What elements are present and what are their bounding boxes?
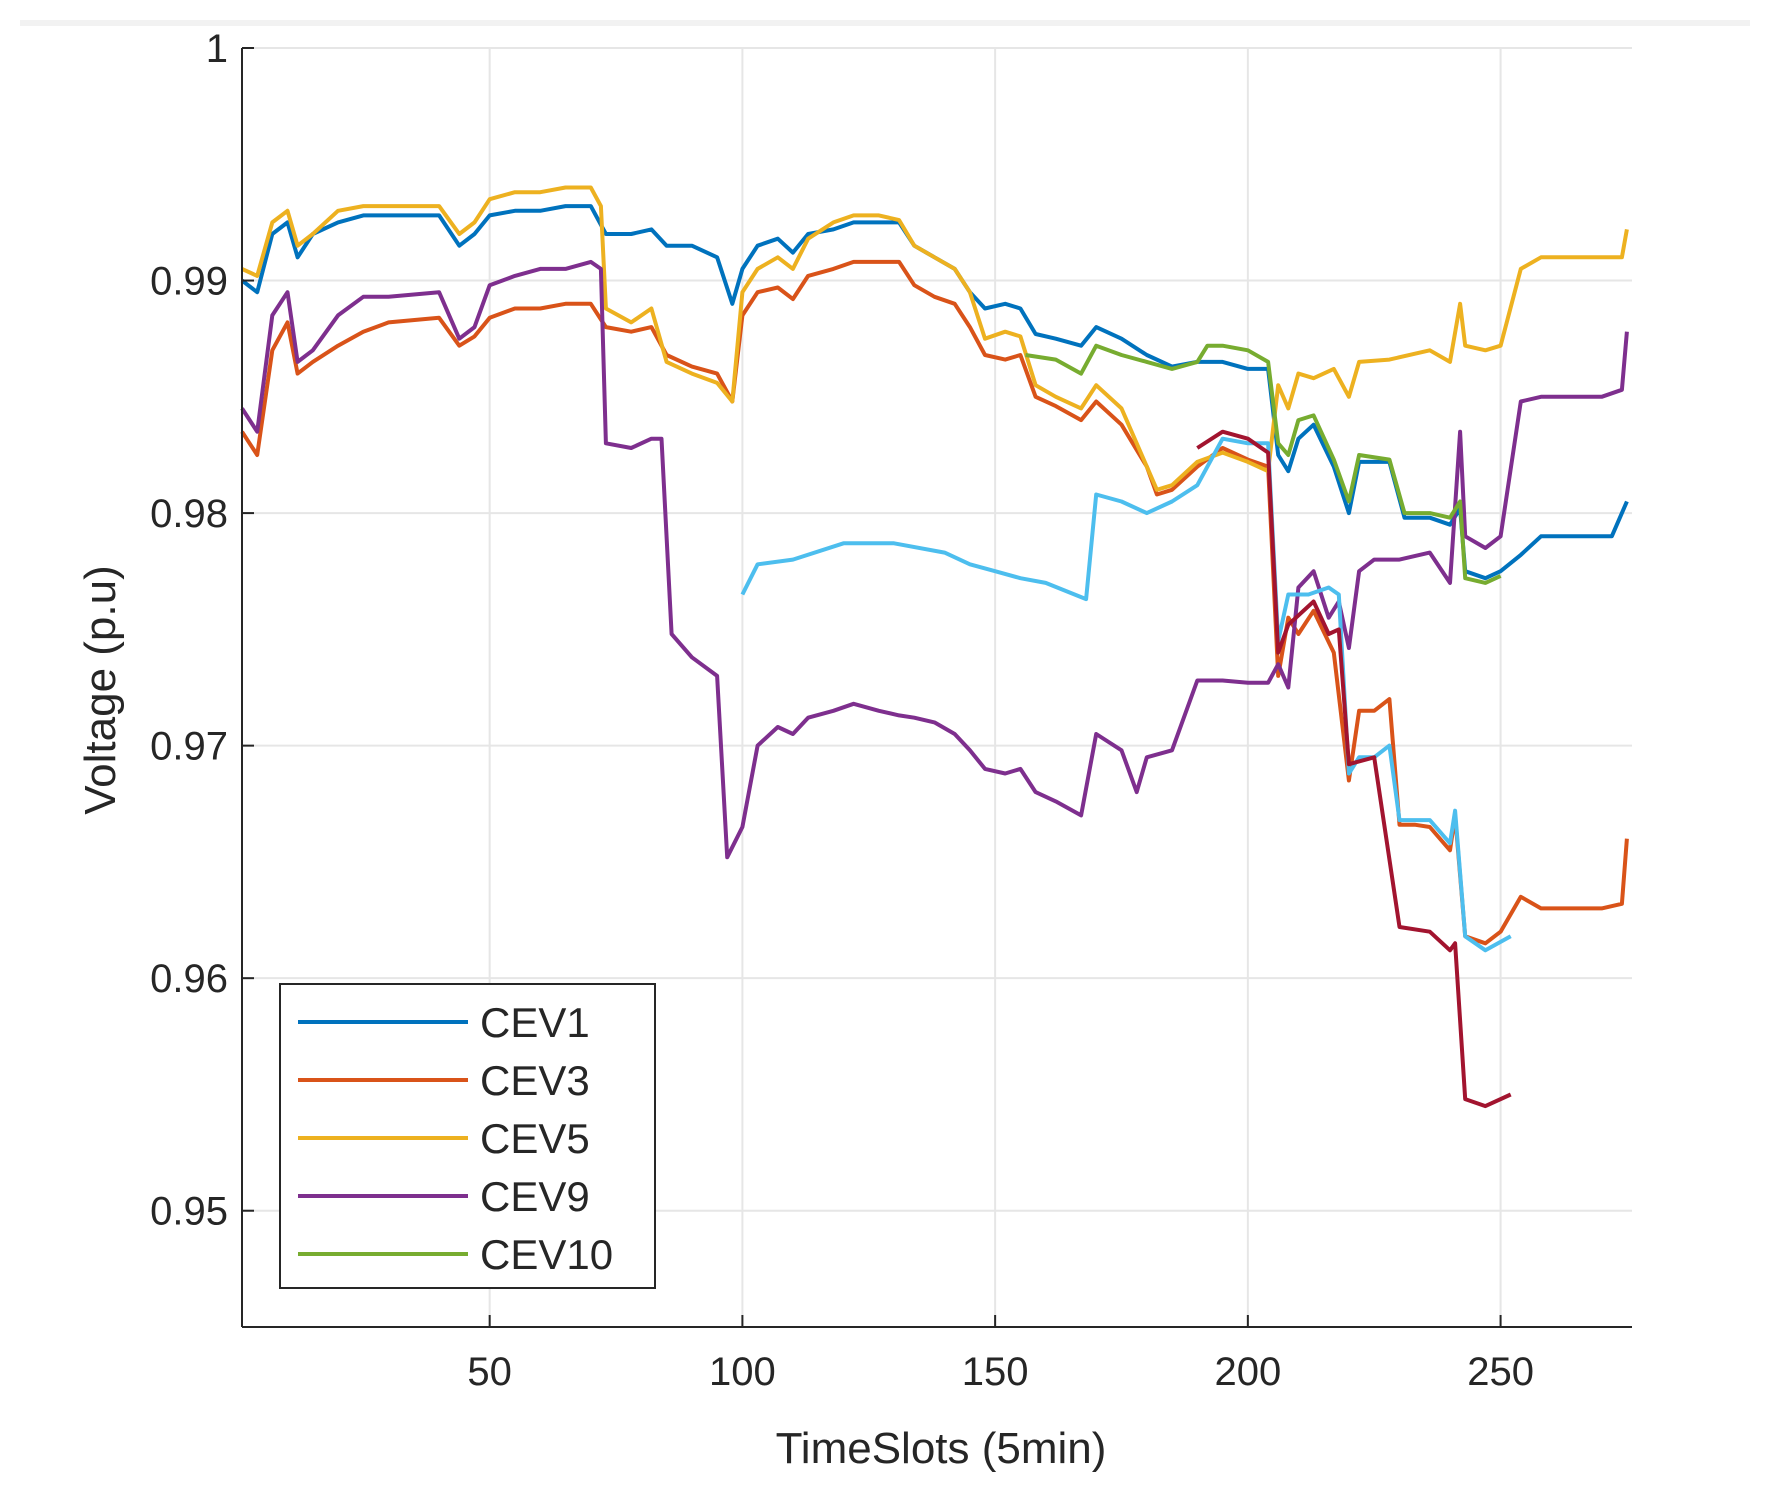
legend-label-cev3: CEV3 — [480, 1057, 590, 1104]
legend-label-cev10: CEV10 — [480, 1231, 613, 1278]
y-tick-label: 1 — [206, 27, 228, 71]
y-axis-label: Voltage (p.u) — [76, 565, 125, 815]
series-line-cev5 — [241, 185, 1629, 492]
y-tick-label: 0.95 — [150, 1190, 228, 1234]
x-tick-label: 50 — [467, 1350, 512, 1394]
series-lines — [240, 185, 1629, 1109]
legend: CEV1 CEV3 CEV5 CEV9 CEV10 — [279, 983, 656, 1289]
x-axis-label: TimeSlots (5min) — [776, 1424, 1107, 1473]
y-tick-label: 0.98 — [150, 492, 228, 536]
x-tick-label: 200 — [1214, 1350, 1281, 1394]
series-line-unlabeled — [1196, 429, 1512, 1109]
axes: 50 100 150 200 250 0.95 0.96 0.97 0.98 0.99 1 — [150, 27, 1632, 1394]
y-tick-label: 0.99 — [150, 260, 228, 304]
series-line-unlabeled — [740, 436, 1512, 953]
legend-label-cev1: CEV1 — [480, 999, 590, 1046]
y-tick-label: 0.97 — [150, 725, 228, 769]
x-tick-label: 250 — [1467, 1350, 1534, 1394]
x-tick-label: 150 — [962, 1350, 1029, 1394]
y-tick-label: 0.96 — [150, 957, 228, 1001]
legend-label-cev9: CEV9 — [480, 1173, 590, 1220]
legend-label-cev5: CEV5 — [480, 1115, 590, 1162]
x-tick-label: 100 — [709, 1350, 776, 1394]
series-line-cev3 — [240, 259, 1629, 946]
series-line-cev10 — [1025, 343, 1502, 585]
series-line-cev9 — [240, 259, 1629, 860]
